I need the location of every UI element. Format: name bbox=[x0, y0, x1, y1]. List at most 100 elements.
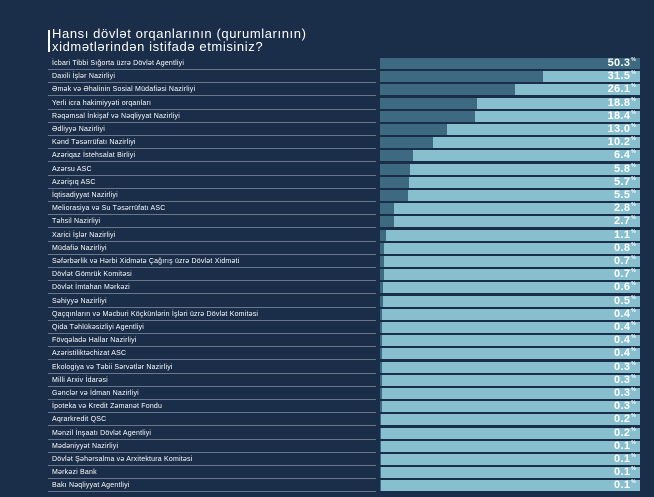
percent-unit: % bbox=[631, 281, 636, 288]
bar-track: 18.8% bbox=[380, 97, 640, 109]
data-label: 50.3% bbox=[608, 57, 636, 69]
category-label-text: Dövlət Gömrük Komitəsi bbox=[52, 271, 132, 279]
data-label: 0.3% bbox=[614, 400, 636, 412]
bar-row: Əmək və Əhalinin Sosial Müdafiəsi Nazirl… bbox=[48, 83, 640, 97]
data-label-value: 0.3 bbox=[614, 373, 631, 386]
bar bbox=[380, 110, 476, 122]
data-label: 0.3% bbox=[614, 387, 636, 399]
bar-row: Qaçqınların və Məcburi Köçkünlərin İşlər… bbox=[48, 308, 640, 321]
bar-row: Müdafiə Nazirliyi 0.8% bbox=[48, 242, 640, 255]
percent-unit: % bbox=[631, 175, 636, 182]
bar-row: Yerli icra hakimiyyəti orqanları 18.8% bbox=[48, 97, 640, 110]
data-label-value: 6.4 bbox=[614, 149, 631, 162]
category-label-text: Yerli icra hakimiyyəti orqanları bbox=[52, 99, 152, 107]
percent-unit: % bbox=[631, 347, 636, 354]
bar-row: Dövlət Şəhərsalma və Arxitektura Komitəs… bbox=[48, 453, 640, 466]
bar-track: 0.1% bbox=[380, 479, 640, 492]
category-label: Fövqəladə Hallar Nazirliyi bbox=[48, 335, 376, 348]
bar-track: 0.3% bbox=[380, 387, 640, 399]
bar-track: 5.7% bbox=[380, 176, 640, 188]
category-label-text: Təhsil Nazirliyi bbox=[52, 218, 101, 226]
bar-row: Milli Arxiv İdarəsi 0.3% bbox=[48, 373, 640, 387]
category-label: İpoteka və Kredit Zəmanət Fondu bbox=[48, 401, 376, 414]
percent-unit: % bbox=[631, 426, 636, 433]
category-label-text: Qida Təhlükəsizliyi Agentliyi bbox=[52, 324, 145, 331]
data-label: 0.4% bbox=[614, 334, 636, 346]
category-label-text: Azərişıq ASC bbox=[52, 178, 96, 186]
bar-row: Rəqəmsal İnkişaf və Nəqliyyat Nazirliyi 1… bbox=[48, 109, 640, 123]
data-label-value: 5.5 bbox=[614, 189, 631, 201]
percent-unit: % bbox=[631, 202, 636, 209]
data-label-value: 0.2 bbox=[614, 413, 631, 426]
category-label-text: Səfərbərlik və Hərbi Xidmətə Çağırış üzr… bbox=[52, 258, 240, 265]
category-label: Ədliyyə Nazirliyi bbox=[48, 124, 376, 136]
data-label-value: 1.1 bbox=[614, 228, 631, 241]
category-label: Azərsu ASC bbox=[48, 164, 376, 176]
category-label-text: Əmək və Əhalinin Sosial Müdafiəsi Nazirl… bbox=[52, 86, 196, 94]
data-label-value: 0.7 bbox=[614, 255, 631, 267]
bar-track: 0.7% bbox=[380, 255, 640, 267]
bar bbox=[380, 190, 409, 201]
category-label: Azəristiliktəchizat ASC bbox=[48, 348, 376, 361]
bar-track: 0.4% bbox=[380, 334, 640, 347]
bar bbox=[380, 454, 381, 465]
bar bbox=[380, 295, 383, 307]
category-label-text: İpoteka və Kredit Zəmanət Fondu bbox=[52, 403, 163, 411]
category-label-text: Müdafiə Nazirliyi bbox=[52, 244, 107, 252]
bar-row: Kənd Təsərrüfatı Nazirliyi 10.2% bbox=[48, 136, 640, 150]
category-label: Mərkəzi Bank bbox=[48, 467, 376, 480]
bar-row: Səhiyyə Nazirliyi 0.5% bbox=[48, 295, 640, 308]
category-label-text: Gənclər və İdman Nazirliyi bbox=[52, 390, 139, 397]
bar-row: Azəriqaz İstehsalat Birliyi 6.4% bbox=[48, 149, 640, 163]
bar-track: 0.3% bbox=[380, 400, 640, 413]
bar bbox=[380, 480, 381, 492]
data-label: 18.8% bbox=[608, 97, 636, 109]
bar bbox=[380, 124, 448, 135]
percent-unit: % bbox=[631, 400, 636, 407]
category-label: Təhsil Nazirliyi bbox=[48, 216, 376, 229]
bar-track: 0.3% bbox=[380, 361, 640, 373]
bar bbox=[380, 137, 433, 149]
bar bbox=[380, 440, 381, 452]
bar-track: 0.4% bbox=[380, 321, 640, 333]
category-label: Qaçqınların və Məcburi Köçkünlərin İşlər… bbox=[48, 309, 376, 321]
data-label: 0.1% bbox=[614, 466, 636, 478]
bar bbox=[380, 71, 543, 83]
bar-row: Ekologiya və Təbii Sərvətlər Nazirliyi 0.… bbox=[48, 361, 640, 374]
category-label: Meliorasiya və Su Təsərrüfatı ASC bbox=[48, 203, 376, 216]
bar-row: Bakı Nəqliyyat Agentliyi 0.1% bbox=[48, 479, 640, 493]
data-label-value: 5.8 bbox=[614, 162, 631, 175]
category-label: Əmək və Əhalinin Sosial Müdafiəsi Nazirl… bbox=[48, 84, 376, 97]
category-label-text: Dövlət İmtahan Mərkəzi bbox=[52, 284, 130, 292]
percent-unit: % bbox=[631, 241, 636, 248]
percent-unit: % bbox=[631, 321, 636, 327]
bar-row: Xarici İşlər Nazirliyi 1.1% bbox=[48, 228, 640, 242]
bar bbox=[380, 150, 414, 162]
bar-track: 2.7% bbox=[380, 215, 640, 228]
data-label: 0.5% bbox=[614, 295, 636, 307]
data-label: 5.7% bbox=[614, 176, 636, 188]
data-label: 0.2% bbox=[614, 427, 636, 439]
category-label: Dövlət Gömrük Komitəsi bbox=[48, 269, 376, 282]
bar-track: 0.3% bbox=[380, 373, 640, 386]
bar bbox=[380, 229, 386, 241]
data-label: 0.8% bbox=[614, 242, 636, 254]
bar-track: 5.8% bbox=[380, 162, 640, 175]
percent-unit: % bbox=[631, 255, 636, 261]
percent-unit: % bbox=[631, 334, 636, 341]
data-label: 0.7% bbox=[614, 268, 636, 280]
percent-unit: % bbox=[631, 109, 636, 116]
category-label-text: İcbari Tibbi Sığorta üzrə Dövlət Agentli… bbox=[52, 60, 185, 67]
data-label: 0.4% bbox=[614, 308, 636, 320]
category-label: Bakı Nəqliyyat Agentliyi bbox=[48, 480, 376, 493]
bar bbox=[380, 427, 382, 439]
category-label: Qida Təhlükəsizliyi Agentliyi bbox=[48, 322, 376, 334]
category-label-text: Bakı Nəqliyyat Agentliyi bbox=[52, 482, 130, 490]
bar-track: 0.2% bbox=[380, 413, 640, 426]
data-label-value: 0.1 bbox=[614, 466, 631, 479]
bar-track: 0.4% bbox=[380, 308, 640, 320]
data-label-value: 18.8 bbox=[607, 96, 631, 109]
bar-track: 0.1% bbox=[380, 466, 640, 479]
category-label: Müdafiə Nazirliyi bbox=[48, 243, 376, 255]
category-label-text: Səhiyyə Nazirliyi bbox=[52, 297, 107, 305]
